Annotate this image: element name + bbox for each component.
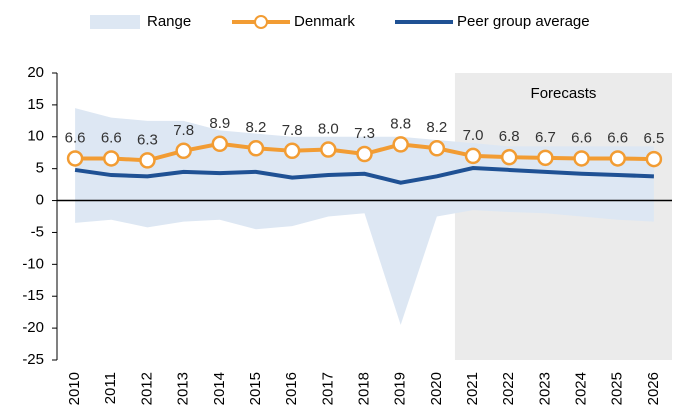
marker: [392, 136, 409, 153]
data-label: 8.0: [318, 121, 339, 138]
data-label: 8.2: [246, 119, 267, 136]
x-tick-label: 2021: [464, 372, 481, 405]
data-label: 6.8: [499, 128, 520, 145]
legend-marker: [254, 15, 268, 29]
legend-label: Denmark: [294, 13, 355, 30]
data-label: 6.6: [101, 129, 122, 146]
x-tick-label: 2013: [175, 372, 192, 405]
forecast-label: Forecasts: [531, 85, 597, 102]
x-tick-label: 2018: [355, 372, 372, 405]
y-tick-label: 5: [36, 160, 44, 177]
marker: [428, 140, 446, 157]
marker: [175, 142, 192, 160]
data-label: 6.7: [535, 129, 556, 146]
data-label: 6.6: [65, 129, 86, 146]
data-label: 6.6: [571, 129, 592, 146]
marker: [609, 150, 626, 167]
y-tick-label: 0: [36, 192, 44, 209]
data-label: 6.3: [137, 131, 158, 148]
x-tick-label: 2019: [392, 372, 409, 405]
x-tick-label: 2023: [536, 372, 553, 405]
marker: [320, 141, 337, 158]
legend-swatch: [90, 15, 140, 29]
marker: [500, 148, 518, 166]
data-label: 7.3: [354, 125, 375, 142]
x-tick-label: 2024: [573, 372, 590, 405]
y-tick-label: 20: [27, 64, 44, 81]
x-tick-label: 2017: [319, 372, 336, 405]
y-tick-label: 10: [27, 128, 44, 145]
legend-label: Peer group average: [457, 13, 590, 30]
y-tick-label: -20: [22, 319, 44, 336]
marker: [66, 150, 84, 167]
y-tick-label: 15: [27, 96, 44, 113]
data-label: 6.6: [607, 129, 628, 146]
marker: [247, 140, 265, 157]
x-tick-label: 2022: [500, 372, 517, 405]
data-label: 7.0: [463, 127, 484, 144]
x-tick-label: 2011: [102, 372, 119, 404]
y-tick-label: -15: [22, 287, 44, 304]
marker: [283, 142, 301, 160]
data-label: 8.9: [209, 115, 230, 132]
marker: [573, 150, 590, 167]
x-tick-label: 2014: [211, 372, 228, 405]
x-tick-label: 2016: [283, 372, 300, 405]
x-tick-label: 2026: [645, 372, 662, 405]
y-tick-label: -5: [31, 223, 44, 240]
x-tick-label: 2025: [609, 372, 626, 405]
marker: [103, 150, 120, 167]
marker: [139, 152, 156, 169]
y-tick-label: -10: [22, 255, 44, 272]
marker: [211, 135, 229, 153]
data-label: 7.8: [173, 122, 194, 139]
x-tick-label: 2010: [66, 372, 83, 405]
line: [74, 166, 654, 185]
marker: [464, 147, 482, 165]
x-tick-label: 2020: [428, 372, 445, 405]
marker: [356, 145, 373, 163]
data-label: 8.2: [426, 119, 447, 136]
marker: [645, 150, 663, 168]
marker: [537, 149, 554, 167]
x-tick-label: 2015: [247, 372, 264, 405]
data-label: 6.5: [643, 130, 664, 147]
y-tick-label: -25: [22, 351, 44, 368]
data-label: 7.8: [282, 122, 303, 139]
x-tick-label: 2012: [138, 372, 155, 405]
data-label: 8.8: [390, 115, 411, 132]
legend-label: Range: [147, 13, 191, 30]
